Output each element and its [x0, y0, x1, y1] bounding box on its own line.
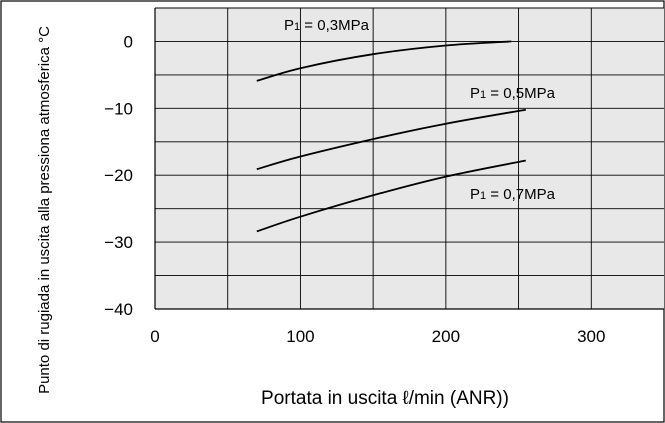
grid-lines	[155, 7, 664, 309]
y-tick-label: −20	[104, 166, 133, 185]
y-tick-label: −40	[104, 300, 133, 319]
series-line-0	[256, 40, 512, 82]
x-tick-label: 0	[150, 327, 159, 346]
series-label-p1-0-3mpa: P1 = 0,3MPa	[284, 17, 370, 34]
x-axis-label: Portata in uscita ℓ/min (ANR))	[261, 388, 509, 409]
y-tick-label: −30	[104, 233, 133, 252]
x-tick-label: 100	[286, 327, 314, 346]
series-line-2	[256, 159, 526, 233]
series-lines	[256, 40, 526, 233]
x-tick-label: 300	[577, 327, 605, 346]
series-line-1	[256, 108, 526, 171]
y-axis-label: Punto di rugiada in uscita alla pression…	[36, 26, 53, 394]
axes	[154, 8, 664, 310]
y-tick-label: −10	[104, 99, 133, 118]
plot-area	[155, 8, 664, 309]
series-label-p1-0-7mpa: P1 = 0,7MPa	[470, 186, 556, 203]
tick-labels: 0 100 200 300 0 −10 −20 −30 −40	[104, 32, 605, 346]
y-tick-label: 0	[124, 32, 133, 51]
series-label-p1-0-5mpa: P1 = 0,5MPa	[470, 85, 556, 102]
x-tick-label: 200	[432, 327, 460, 346]
